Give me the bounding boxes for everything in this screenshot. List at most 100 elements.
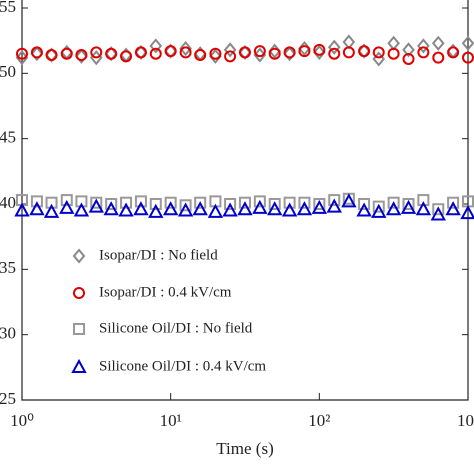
data-point bbox=[402, 42, 415, 58]
data-point bbox=[387, 196, 400, 209]
data-point bbox=[134, 195, 147, 208]
data-point bbox=[447, 196, 460, 209]
y-tick-label: 45 bbox=[0, 128, 16, 147]
data-point bbox=[253, 45, 266, 58]
data-point bbox=[238, 196, 251, 209]
data-point bbox=[313, 198, 326, 210]
data-point bbox=[15, 50, 29, 66]
x-tick-label: 10⁰ bbox=[10, 411, 34, 430]
data-point bbox=[238, 44, 252, 60]
data-point bbox=[238, 46, 251, 59]
x-tick-label: 10³ bbox=[457, 411, 474, 430]
legend-marker bbox=[73, 287, 85, 299]
data-point bbox=[358, 45, 371, 58]
data-point bbox=[415, 201, 432, 216]
data-point bbox=[75, 49, 88, 62]
data-point bbox=[313, 44, 326, 60]
data-point bbox=[417, 38, 430, 54]
data-point bbox=[462, 51, 474, 64]
data-point bbox=[268, 47, 281, 60]
data-point bbox=[253, 195, 266, 208]
data-point bbox=[207, 203, 224, 218]
data-point bbox=[356, 202, 372, 217]
data-point bbox=[75, 48, 88, 64]
y-tick-label: 50 bbox=[0, 62, 16, 81]
data-point bbox=[30, 195, 43, 208]
data-point bbox=[29, 201, 45, 216]
data-point bbox=[311, 199, 328, 214]
data-point bbox=[224, 50, 237, 63]
data-point bbox=[402, 198, 415, 210]
data-point bbox=[105, 47, 118, 60]
data-point bbox=[358, 198, 371, 210]
data-point bbox=[120, 50, 133, 63]
data-point bbox=[341, 193, 357, 208]
data-point bbox=[149, 198, 162, 210]
data-point bbox=[30, 46, 43, 59]
data-point bbox=[372, 46, 385, 59]
data-point bbox=[164, 196, 177, 209]
data-point bbox=[88, 198, 104, 213]
y-tick-label: 25 bbox=[0, 389, 16, 408]
data-point bbox=[268, 198, 281, 210]
data-point bbox=[313, 43, 326, 56]
data-point bbox=[148, 203, 164, 218]
data-point bbox=[120, 196, 133, 209]
y-tick-label: 30 bbox=[0, 324, 16, 343]
x-tick-label: 10² bbox=[308, 411, 330, 430]
data-point bbox=[326, 198, 342, 213]
data-point bbox=[43, 203, 60, 218]
data-point bbox=[432, 203, 445, 216]
data-point bbox=[267, 201, 283, 216]
data-point bbox=[283, 196, 296, 209]
data-point bbox=[328, 47, 341, 60]
x-tick-label: 10¹ bbox=[160, 411, 182, 430]
y-tick-label: 35 bbox=[0, 258, 16, 277]
data-point bbox=[385, 201, 402, 216]
data-point bbox=[281, 202, 298, 217]
y-tick-label: 40 bbox=[0, 193, 16, 212]
data-point bbox=[342, 34, 356, 50]
data-point bbox=[387, 47, 400, 60]
data-point bbox=[417, 46, 430, 59]
data-point bbox=[60, 47, 73, 60]
data-point bbox=[342, 46, 355, 59]
data-point bbox=[224, 198, 237, 210]
data-point bbox=[223, 42, 237, 58]
data-point bbox=[283, 46, 296, 59]
data-point bbox=[149, 38, 163, 54]
data-point bbox=[164, 45, 177, 58]
data-point bbox=[177, 202, 194, 217]
data-point bbox=[134, 46, 147, 59]
data-point bbox=[327, 39, 341, 55]
data-point bbox=[118, 202, 134, 217]
data-point bbox=[400, 199, 417, 214]
legend-label: Isopar/DI : 0.4 kV/cm bbox=[99, 284, 232, 300]
data-point bbox=[237, 201, 253, 216]
data-point bbox=[209, 48, 222, 64]
data-point bbox=[16, 47, 28, 60]
data-point bbox=[192, 201, 208, 216]
legend-label: Isopar/DI : No field bbox=[99, 247, 218, 263]
data-point bbox=[194, 196, 207, 209]
data-point bbox=[45, 47, 58, 63]
axes-frame bbox=[21, 0, 469, 401]
data-point bbox=[432, 51, 445, 64]
data-point bbox=[73, 202, 90, 217]
legend-label: Silicone Oil/DI : No field bbox=[99, 320, 253, 336]
data-point bbox=[179, 46, 192, 59]
data-point bbox=[149, 47, 162, 60]
data-point bbox=[460, 205, 474, 220]
data-point bbox=[14, 202, 30, 217]
data-point bbox=[59, 199, 75, 214]
data-point bbox=[60, 194, 73, 207]
data-point bbox=[328, 194, 341, 207]
data-point bbox=[430, 206, 446, 221]
legend-label: Silicone Oil/DI : 0.4 kV/cm bbox=[99, 358, 266, 374]
data-point bbox=[105, 198, 118, 210]
data-point bbox=[252, 199, 268, 214]
data-point bbox=[387, 35, 400, 51]
data-point bbox=[445, 201, 461, 216]
